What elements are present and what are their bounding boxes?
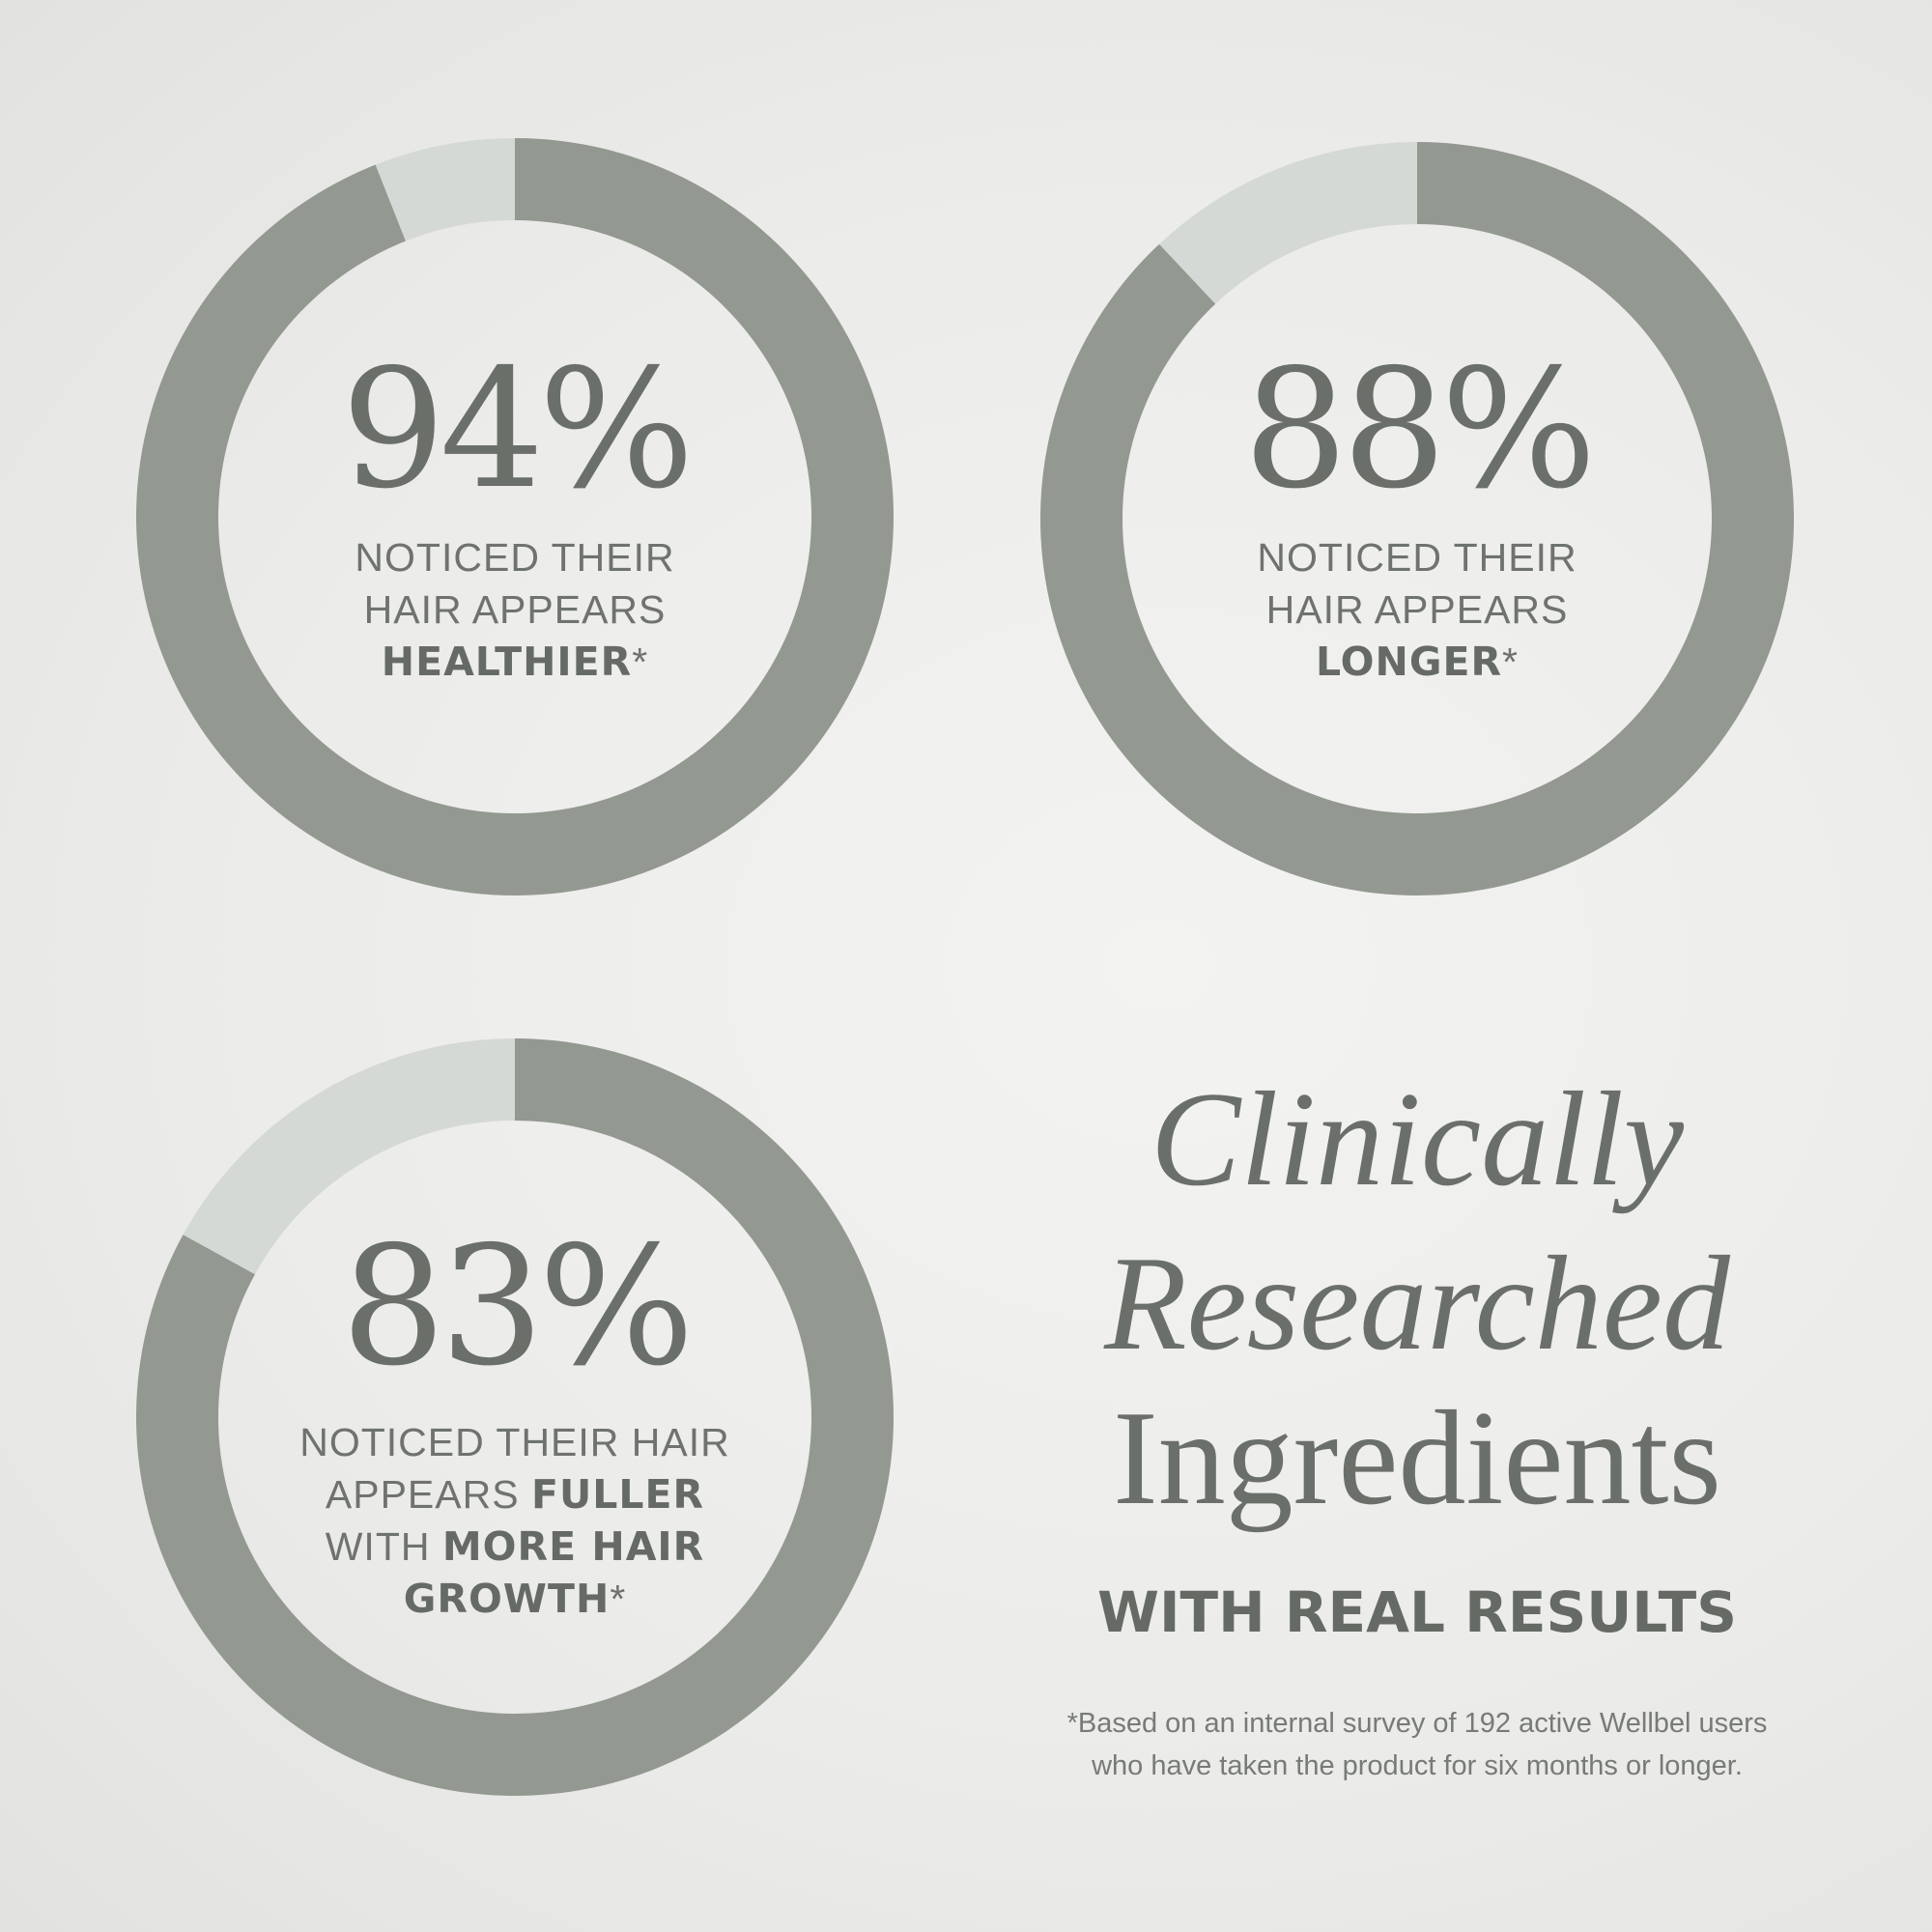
caption-text: APPEARS	[325, 1472, 531, 1517]
footnote-line: *Based on an internal survey of 192 acti…	[1066, 1708, 1768, 1739]
footnote-line: who have taken the product for six month…	[1092, 1750, 1743, 1781]
footnote: *Based on an internal survey of 192 acti…	[982, 1702, 1852, 1787]
caption-bold: MORE HAIR	[441, 1523, 705, 1570]
caption-bold: FULLER	[530, 1471, 705, 1518]
stat-longer: 88% NOTICED THEIR HAIR APPEARS LONGER*	[1108, 348, 1726, 688]
stat-caption: NOTICED THEIR HAIR APPEARS HEALTHIER*	[206, 531, 824, 688]
stat-fuller: 83% NOTICED THEIR HAIR APPEARS FULLER WI…	[206, 1225, 824, 1625]
subheadline: WITH REAL RESULTS	[1096, 1579, 1737, 1645]
asterisk: *	[632, 639, 649, 684]
percent-label: 88%	[1243, 334, 1597, 526]
stat-healthier: 94% NOTICED THEIR HAIR APPEARS HEALTHIER…	[206, 348, 824, 688]
caption-line: NOTICED THEIR	[355, 535, 675, 580]
headline-line-1: Clinically	[1150, 1065, 1685, 1214]
donut-remaining-segment	[375, 138, 515, 242]
percent-label: 94%	[341, 334, 695, 526]
donut-remaining-segment	[183, 1038, 515, 1275]
stat-caption: NOTICED THEIR HAIR APPEARS FULLER WITH M…	[206, 1416, 824, 1625]
caption-line: HAIR APPEARS	[1265, 587, 1569, 632]
caption-text: WITH	[325, 1524, 442, 1569]
donut-remaining-segment	[1159, 142, 1417, 304]
caption-bold: HEALTHIER	[381, 639, 633, 685]
caption-line: HAIR APPEARS	[363, 587, 667, 632]
caption-bold: GROWTH	[403, 1576, 611, 1622]
headline-line-3: Ingredients	[1113, 1383, 1721, 1533]
stat-caption: NOTICED THEIR HAIR APPEARS LONGER*	[1108, 531, 1726, 688]
caption-line: NOTICED THEIR	[1257, 535, 1577, 580]
percent-label: 83%	[341, 1211, 695, 1403]
caption-line: NOTICED THEIR HAIR	[299, 1420, 730, 1464]
caption-bold: LONGER	[1315, 639, 1503, 685]
asterisk: *	[610, 1577, 627, 1621]
asterisk: *	[1502, 639, 1520, 684]
headline-line-2: Researched	[1104, 1229, 1730, 1378]
